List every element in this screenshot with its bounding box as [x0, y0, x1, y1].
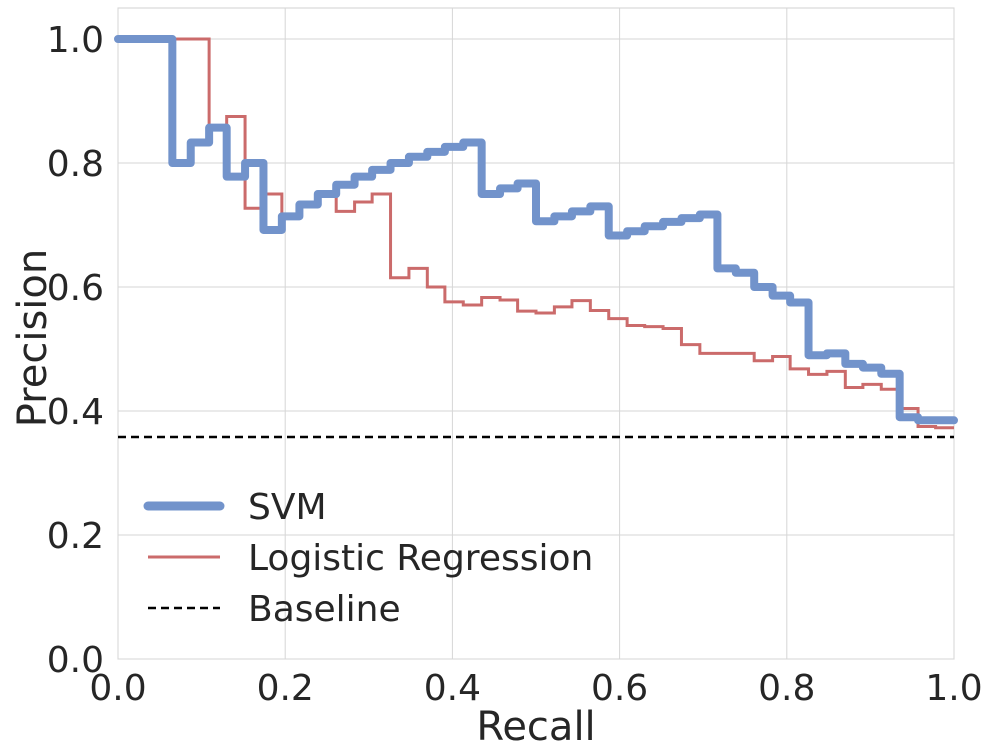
legend-label-baseline: Baseline [248, 589, 401, 630]
x-tick-label: 0.0 [89, 668, 146, 709]
tick-labels: 0.0 0.2 0.4 0.6 0.8 1.0 0.0 0.2 0.4 0.6 0.8 1.0 [47, 20, 983, 709]
plot-background [117, 7, 955, 660]
y-axis-label: Precision [10, 249, 56, 427]
y-tick-label: 0.0 [47, 640, 104, 681]
y-tick-label: 0.8 [47, 144, 104, 185]
x-axis-label: Recall [476, 704, 595, 750]
x-tick-label: 0.4 [424, 668, 481, 709]
y-tick-label: 0.4 [47, 392, 104, 433]
legend-label-logistic-regression: Logistic Regression [248, 538, 593, 579]
legend-label-svm: SVM [248, 487, 327, 528]
y-tick-label: 0.6 [47, 268, 104, 309]
x-tick-label: 1.0 [925, 668, 982, 709]
series-line-svm [114, 35, 958, 425]
x-tick-label: 0.8 [758, 668, 815, 709]
x-tick-label: 0.2 [257, 668, 314, 709]
y-tick-label: 1.0 [47, 20, 104, 61]
grid [117, 8, 955, 660]
y-tick-label: 0.2 [47, 516, 104, 557]
series-layer [114, 35, 958, 439]
legend: SVM Logistic Regression Baseline [143, 487, 593, 630]
x-tick-label: 0.6 [591, 668, 648, 709]
